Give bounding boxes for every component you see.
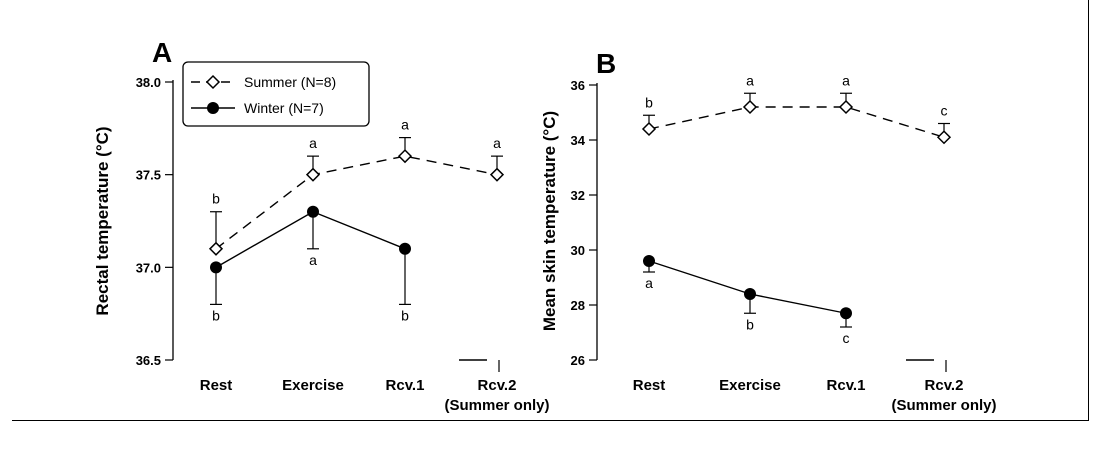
- significance-label: a: [645, 275, 653, 291]
- data-point-circle: [307, 205, 319, 218]
- y-tick-label: 37.5: [136, 168, 161, 183]
- series-winter: a b c: [643, 255, 852, 346]
- x-tick-label: Rcv.2: [925, 377, 964, 394]
- x-tick-label: Rcv.1: [827, 377, 866, 394]
- significance-label: b: [746, 316, 754, 332]
- y-tick-label: 26: [571, 353, 585, 368]
- x-tick-label: Exercise: [719, 377, 781, 394]
- y-tick-label: 28: [571, 298, 585, 313]
- legend-marker-summer: [205, 74, 221, 90]
- x-tick-label: Rest: [200, 377, 233, 394]
- panel-a: A 36.5 37.0 37.5 38.0 Rectal temperature (°C)…: [93, 37, 550, 414]
- x-tick-label-sub: (Summer only): [444, 397, 549, 414]
- y-axis-label: Rectal temperature (°C): [93, 126, 112, 315]
- y-tick-label: 37.0: [136, 260, 161, 275]
- y-tick-label: 38.0: [136, 75, 161, 90]
- panel-letter: A: [152, 37, 172, 68]
- significance-label: a: [746, 72, 754, 88]
- y-axis-label: Mean skin temperature (°C): [540, 111, 559, 331]
- series-winter: b a b: [210, 205, 411, 323]
- series-line: [215, 155, 498, 250]
- figure-frame: [12, 0, 1089, 421]
- data-point-diamond: [397, 149, 413, 164]
- series-line: [648, 106, 945, 138]
- x-tick-label: Exercise: [282, 377, 344, 394]
- series-summer: b a a c: [641, 72, 952, 145]
- y-tick-label: 30: [571, 243, 585, 258]
- data-point-circle: [840, 307, 852, 320]
- significance-label: a: [493, 135, 501, 151]
- significance-label: a: [309, 135, 317, 151]
- data-point-diamond: [641, 121, 657, 137]
- significance-label: c: [941, 103, 948, 119]
- legend-box: [182, 61, 370, 127]
- data-point-diamond: [305, 167, 321, 182]
- data-point-diamond: [838, 99, 854, 115]
- data-point-circle: [744, 288, 756, 300]
- data-point-circle: [399, 242, 411, 255]
- significance-label: c: [843, 330, 850, 346]
- y-tick-label: 36.5: [136, 353, 161, 368]
- significance-label: b: [212, 307, 220, 323]
- y-tick-label: 32: [571, 188, 585, 203]
- x-tick-label: Rest: [633, 377, 666, 394]
- data-point-diamond: [489, 167, 505, 182]
- series-summer: b a a a: [208, 117, 505, 256]
- panel-b: B 26 28 30 32 34 36 Mean skin temperature (°C) R…: [540, 48, 997, 414]
- significance-label: a: [401, 117, 409, 133]
- series-line: [648, 260, 847, 314]
- legend-label-summer: Summer (N=8): [244, 74, 336, 90]
- data-point-circle: [643, 255, 655, 267]
- y-tick-label: 36: [571, 78, 585, 93]
- significance-label: b: [645, 94, 653, 110]
- legend-marker-winter: [207, 102, 219, 114]
- data-point-diamond: [208, 241, 224, 256]
- significance-label: b: [401, 307, 409, 323]
- significance-label: b: [212, 191, 220, 207]
- x-tick-label-sub: (Summer only): [891, 397, 996, 414]
- data-point-diamond: [936, 130, 952, 145]
- significance-label: a: [309, 252, 317, 268]
- data-point-circle: [210, 261, 222, 274]
- x-tick-label: Rcv.1: [386, 377, 425, 394]
- x-tick-label: Rcv.2: [478, 377, 517, 394]
- legend-label-winter: Winter (N=7): [244, 100, 324, 116]
- significance-label: a: [842, 72, 850, 88]
- legend: Summer (N=8) Winter (N=7): [182, 61, 370, 127]
- panel-letter: B: [596, 48, 616, 79]
- data-point-diamond: [742, 99, 758, 115]
- y-tick-label: 34: [571, 133, 586, 148]
